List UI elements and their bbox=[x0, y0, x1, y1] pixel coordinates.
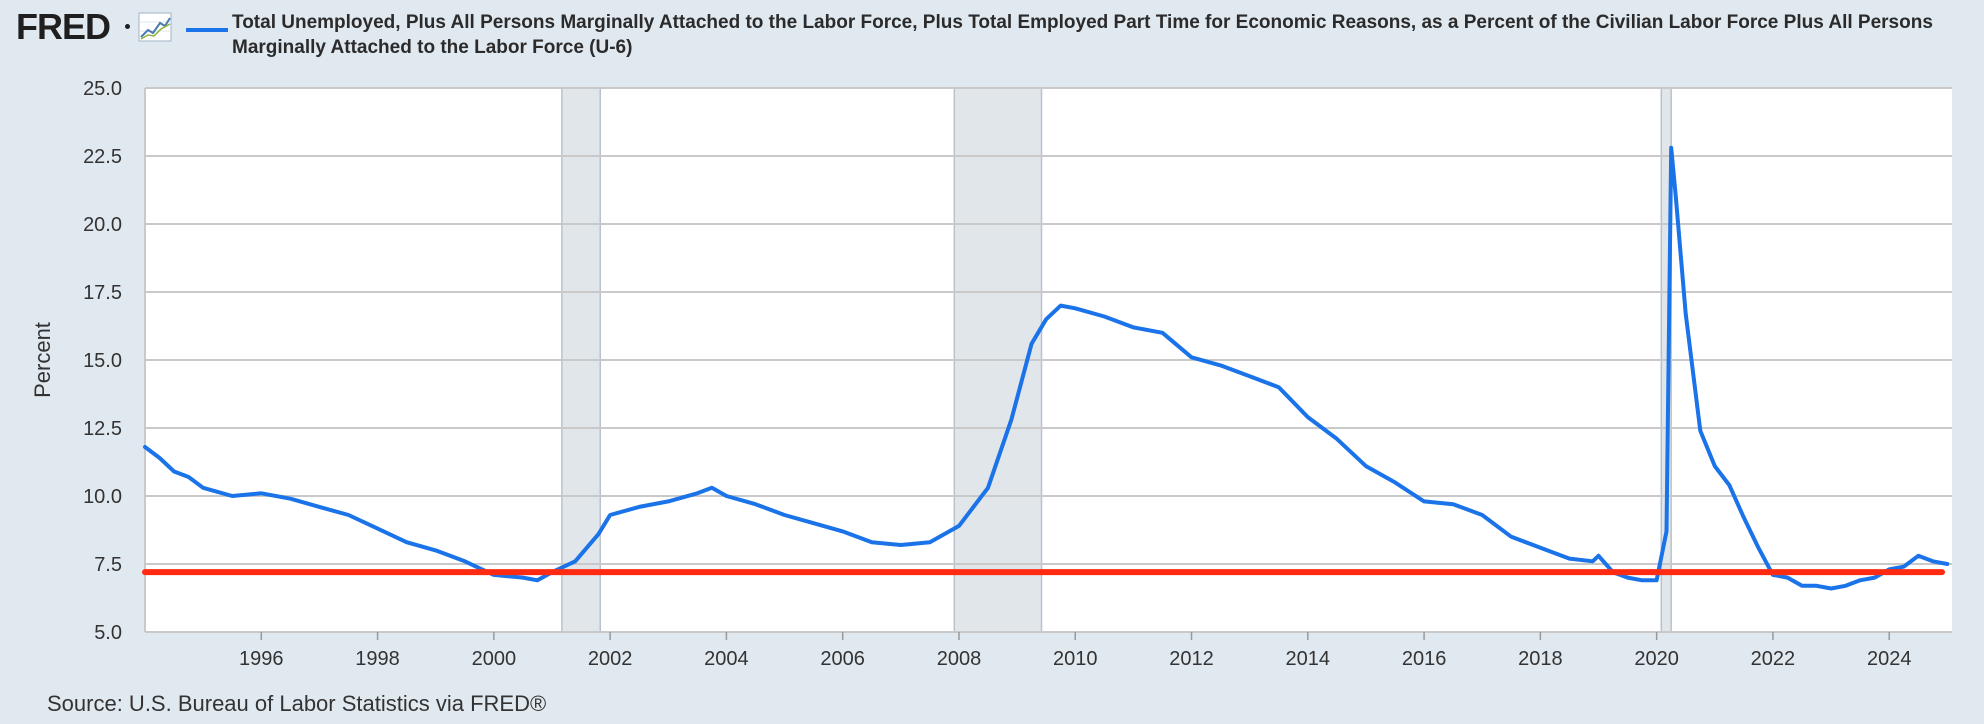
x-tick-label: 2010 bbox=[1053, 648, 1098, 670]
x-tick-label: 2016 bbox=[1402, 648, 1447, 670]
x-tick-label: 2000 bbox=[472, 648, 517, 670]
x-tick-label: 2022 bbox=[1751, 648, 1796, 670]
y-tick-label: 22.5 bbox=[83, 146, 122, 168]
x-tick-label: 1998 bbox=[355, 648, 400, 670]
y-tick-label: 7.5 bbox=[94, 554, 122, 576]
x-tick-label: 2006 bbox=[820, 648, 865, 670]
y-tick-label: 25.0 bbox=[83, 78, 122, 100]
y-tick-label: 17.5 bbox=[83, 282, 122, 304]
y-tick-label: 20.0 bbox=[83, 214, 122, 236]
x-tick-label: 1996 bbox=[239, 648, 284, 670]
x-tick-label: 2024 bbox=[1867, 648, 1912, 670]
x-tick-label: 2004 bbox=[704, 648, 749, 670]
x-tick-label: 2008 bbox=[937, 648, 982, 670]
fred-logo[interactable]: FRED bbox=[16, 6, 111, 47]
y-tick-label: 12.5 bbox=[83, 418, 122, 440]
y-tick-label: 10.0 bbox=[83, 486, 122, 508]
legend-swatch bbox=[186, 28, 228, 32]
chart-header: FRED Total Unemployed, Plus All Persons … bbox=[0, 0, 1984, 70]
source-note: Source: U.S. Bureau of Labor Statistics … bbox=[47, 691, 547, 716]
x-tick-label: 2014 bbox=[1286, 648, 1331, 670]
x-tick-label: 2018 bbox=[1518, 648, 1563, 670]
y-axis-label: Percent bbox=[30, 322, 55, 398]
fred-logo-dot bbox=[125, 24, 130, 29]
trend-graph-icon bbox=[138, 12, 172, 42]
y-tick-label: 5.0 bbox=[94, 622, 122, 644]
legend-series-label[interactable]: Total Unemployed, Plus All Persons Margi… bbox=[232, 12, 1933, 58]
y-tick-label: 15.0 bbox=[83, 350, 122, 372]
x-tick-label: 2020 bbox=[1634, 648, 1679, 670]
x-tick-label: 2002 bbox=[588, 648, 633, 670]
x-tick-label: 2012 bbox=[1169, 648, 1214, 670]
